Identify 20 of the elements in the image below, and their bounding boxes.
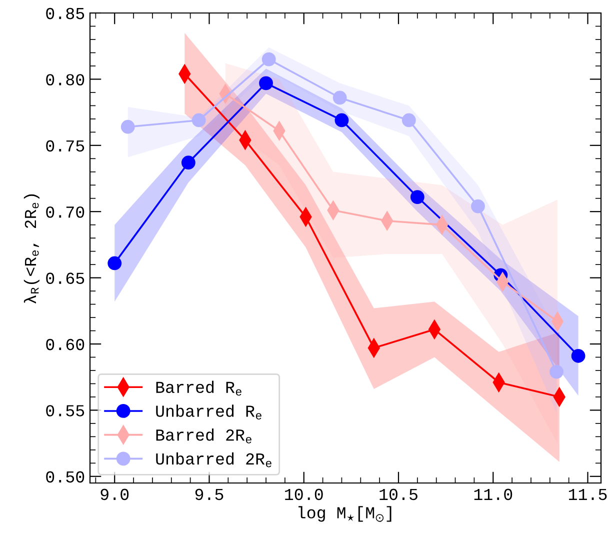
y-tick-label: 0.65 [46,272,84,284]
y-tick-label: 0.55 [46,405,84,416]
x-tick-label: 9.5 [195,488,224,500]
y-tick-label: 0.70 [46,206,84,218]
y-tick-label: 0.50 [46,471,84,483]
y-tick-label: 0.60 [46,338,84,350]
legend-label: Barred R$_{e}$ [156,380,242,396]
y-tick-label: 0.85 [46,8,84,20]
y-axis-title: λ$_{R}$(<R$_{e}$, 2R$_{e}$) [24,194,40,304]
x-axis-title: log M$_{⋆}$[M$_{⊙}$] [298,506,392,522]
y-tick-label: 0.75 [46,140,84,152]
x-tick-label: 10.0 [285,488,323,500]
x-tick-label: 10.5 [380,488,418,500]
x-tick-label: 9.0 [100,488,129,500]
legend-label: Unbarred R$_{e}$ [156,404,262,420]
y-tick-label: 0.80 [46,74,84,86]
x-tick-label: 11.0 [474,488,512,500]
legend-label: Unbarred 2R$_{e}$ [156,452,272,468]
x-tick-label: 11.5 [568,488,607,500]
legend-label: Barred 2R$_{e}$ [156,428,252,444]
